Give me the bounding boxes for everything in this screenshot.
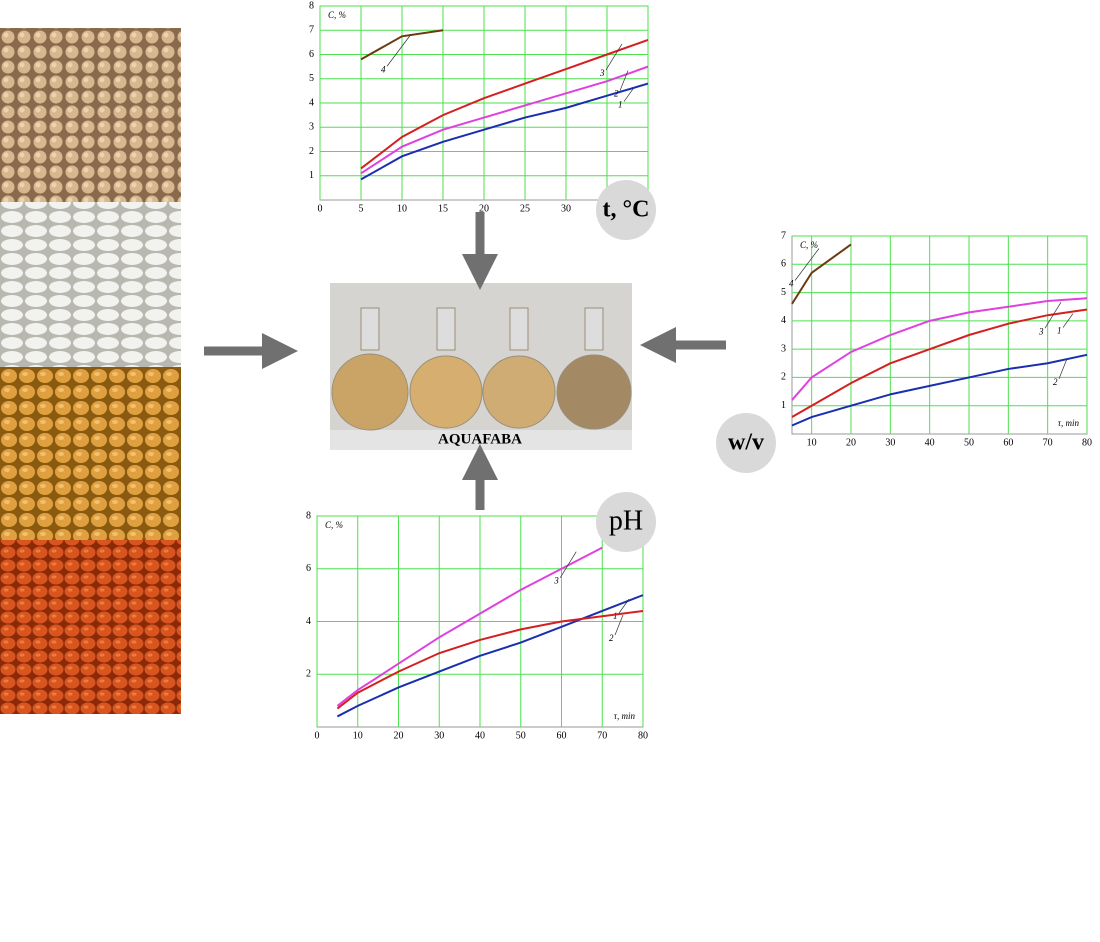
x-tick-label: 0 [318, 203, 323, 214]
x-tick-label: 30 [561, 203, 571, 214]
y-tick-label: 1 [309, 170, 314, 181]
y-tick-label: 2 [309, 146, 314, 157]
leader-line [1058, 358, 1068, 379]
x-tick-label: 30 [434, 730, 444, 741]
series-label: 3 [599, 68, 605, 78]
data-line [791, 308, 1088, 418]
leader-line [1062, 313, 1074, 328]
x-tick-label: 20 [846, 437, 856, 448]
factor-label: pH [609, 505, 643, 536]
x-tick-label: 10 [807, 437, 817, 448]
x-tick-label: 20 [394, 730, 404, 741]
factor-badges: t, °C w/v pH [596, 180, 776, 552]
data-line [336, 609, 644, 710]
x-tick-label: 80 [638, 730, 648, 741]
series-label: 1 [618, 100, 623, 110]
y-tick-label: 7 [309, 25, 314, 36]
x-tick-label: 60 [557, 730, 567, 741]
y-tick-label: 4 [781, 315, 786, 326]
bean-photo [0, 202, 181, 367]
data-line [791, 243, 852, 305]
x-tick-label: 25 [520, 203, 530, 214]
data-line [791, 297, 1088, 401]
x-tick-label: 0 [315, 730, 320, 741]
data-line [360, 82, 649, 181]
y-axis-label: C, % [325, 520, 343, 530]
data-line [360, 39, 649, 170]
data-line [336, 546, 603, 707]
y-axis-label: C, % [328, 10, 346, 20]
lentil-photo [0, 540, 181, 714]
y-tick-label: 5 [309, 73, 314, 84]
x-tick-label: 15 [438, 203, 448, 214]
leader-line [614, 614, 624, 636]
data-line [336, 594, 644, 718]
series-label: 2 [614, 89, 619, 99]
series-label: 3 [1038, 326, 1044, 336]
x-tick-label: 70 [1043, 437, 1053, 448]
y-tick-label: 5 [781, 287, 786, 298]
x-tick-label: 10 [353, 730, 363, 741]
y-tick-label: 6 [306, 563, 311, 574]
x-tick-label: 40 [475, 730, 485, 741]
series-label: 4 [381, 64, 386, 74]
data-line [360, 65, 649, 175]
series-label: 1 [613, 611, 618, 621]
leader-line [618, 598, 630, 614]
y-tick-label: 1 [781, 400, 786, 411]
leader-line [794, 248, 820, 281]
x-tick-label: 50 [964, 437, 974, 448]
data-line [791, 353, 1088, 427]
leader-line [559, 551, 577, 578]
series-label: 3 [553, 576, 559, 586]
data-line [360, 29, 444, 61]
x-axis-label: τ, min [614, 711, 636, 721]
x-tick-label: 20 [479, 203, 489, 214]
y-tick-label: 4 [309, 97, 314, 108]
y-tick-label: 2 [306, 669, 311, 680]
plot-area [791, 235, 1088, 435]
arrows [204, 212, 726, 510]
y-tick-label: 8 [306, 510, 311, 521]
x-tick-label: 70 [597, 730, 607, 741]
x-tick-label: 30 [885, 437, 895, 448]
flask-photo: AQUAFABA [330, 283, 632, 450]
x-tick-label: 60 [1003, 437, 1013, 448]
leader-line [619, 70, 629, 91]
x-tick-label: 10 [397, 203, 407, 214]
x-tick-label: 40 [925, 437, 935, 448]
y-tick-label: 8 [309, 0, 314, 11]
photo-caption: AQUAFABA [438, 431, 522, 447]
series-label: 4 [789, 279, 794, 289]
leader-line [623, 87, 635, 102]
series-label: 2 [609, 633, 614, 643]
factor-label: w/v [728, 430, 764, 456]
x-axis-label: τ, min [1058, 418, 1080, 428]
series-label: 2 [1053, 377, 1058, 387]
leader-line [1044, 302, 1062, 329]
x-tick-label: 5 [359, 203, 364, 214]
y-tick-label: 6 [781, 259, 786, 270]
factor-label: t, °C [603, 197, 650, 223]
leader-line [386, 34, 412, 67]
series-label: 1 [1057, 326, 1062, 336]
y-axis-label: C, % [800, 240, 818, 250]
leader-line [605, 43, 623, 71]
chickpea-photo [0, 28, 181, 202]
x-tick-label: 80 [1082, 437, 1092, 448]
y-tick-label: 2 [781, 372, 786, 383]
y-tick-label: 4 [306, 616, 311, 627]
y-tick-label: 3 [781, 343, 786, 354]
y-tick-label: 7 [781, 230, 786, 241]
y-tick-label: 3 [309, 122, 314, 133]
y-tick-label: 6 [309, 49, 314, 60]
x-tick-label: 50 [516, 730, 526, 741]
pea-photo [0, 367, 181, 540]
